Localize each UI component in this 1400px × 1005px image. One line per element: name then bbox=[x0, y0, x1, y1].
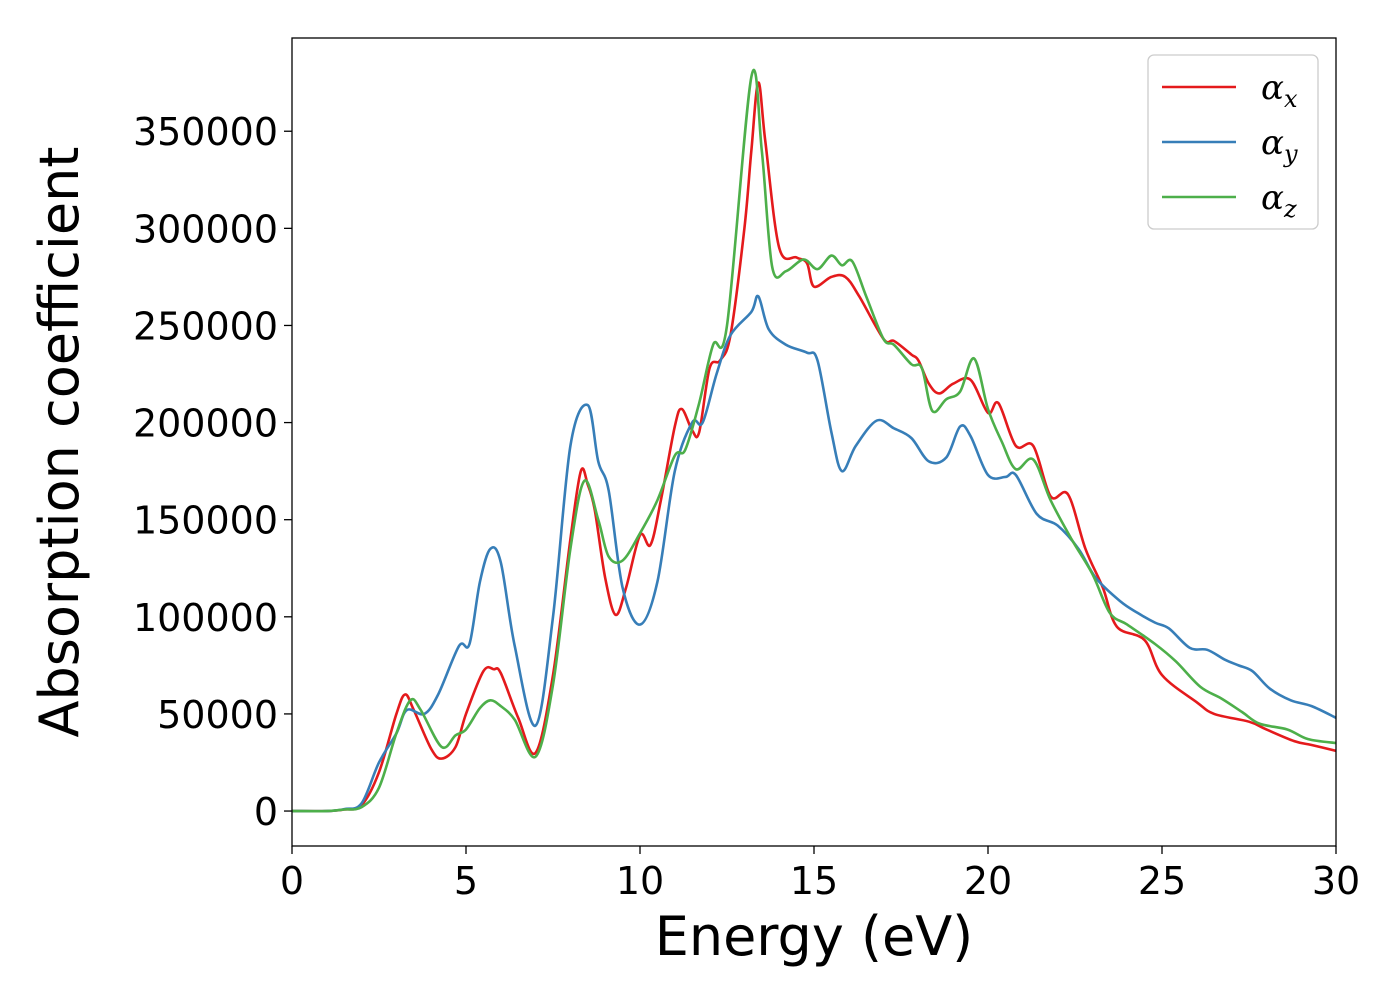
x-tick-label: 10 bbox=[616, 859, 664, 903]
x-tick-label: 0 bbox=[280, 859, 304, 903]
y-tick-label: 300000 bbox=[133, 207, 278, 251]
series-line-z bbox=[292, 68, 1336, 813]
y-tick-label: 100000 bbox=[133, 596, 278, 640]
y-axis-title: Absorption coefficient bbox=[28, 147, 91, 738]
x-axis: 0 5 10 15 20 25 30 bbox=[280, 846, 1360, 903]
x-tick-label: 5 bbox=[454, 859, 478, 903]
legend-label-x: αx bbox=[1261, 68, 1298, 113]
y-tick-label: 0 bbox=[254, 790, 278, 834]
x-tick-label: 30 bbox=[1312, 859, 1360, 903]
x-axis-title: Energy (eV) bbox=[655, 905, 974, 968]
series-line-y bbox=[292, 294, 1336, 813]
legend-label-y: αy bbox=[1261, 123, 1298, 168]
x-tick-label: 20 bbox=[964, 859, 1012, 903]
x-tick-label: 15 bbox=[790, 859, 838, 903]
legend: αx αy αz bbox=[1147, 54, 1319, 230]
series-layer bbox=[292, 68, 1336, 813]
y-tick-label: 250000 bbox=[133, 304, 278, 348]
y-tick-label: 50000 bbox=[157, 693, 278, 737]
y-tick-label: 350000 bbox=[133, 110, 278, 154]
series-line-x bbox=[292, 81, 1336, 813]
y-tick-label: 150000 bbox=[133, 499, 278, 543]
y-tick-label: 200000 bbox=[133, 402, 278, 446]
x-tick-label: 25 bbox=[1138, 859, 1186, 903]
y-axis: 0 50000 100000 150000 200000 250000 300000 3500… bbox=[133, 110, 292, 834]
legend-label-z: αz bbox=[1261, 178, 1297, 223]
